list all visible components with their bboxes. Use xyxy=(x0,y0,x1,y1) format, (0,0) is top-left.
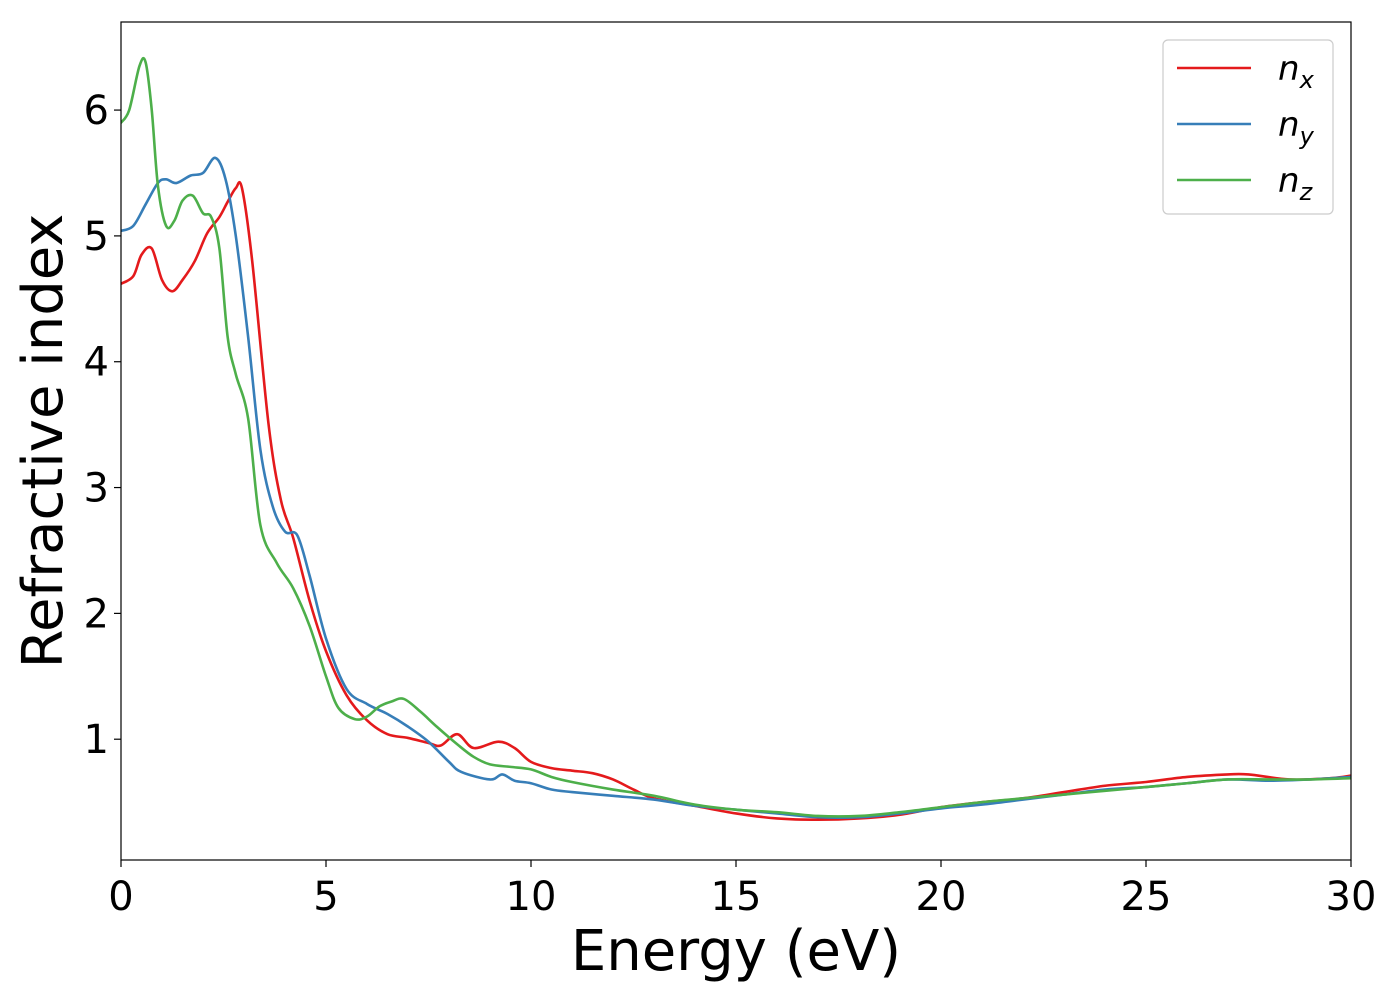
series-line-z xyxy=(121,56,1351,818)
legend-label-main: n xyxy=(1278,49,1300,89)
x-tick-label: 25 xyxy=(1121,874,1172,920)
legend-label-z: nz xyxy=(1278,161,1314,206)
y-tick-label: 4 xyxy=(84,340,109,386)
x-tick-label: 15 xyxy=(711,874,762,920)
series-layer xyxy=(121,56,1351,822)
legend-label-subscript: z xyxy=(1299,178,1314,206)
x-tick-label: 20 xyxy=(916,874,967,920)
y-tick-label: 1 xyxy=(84,717,109,763)
x-tick-label: 0 xyxy=(108,874,133,920)
legend-label-main: n xyxy=(1278,161,1300,201)
y-tick-label: 5 xyxy=(84,214,109,260)
y-tick-label: 3 xyxy=(84,466,109,512)
y-tick-label: 6 xyxy=(84,88,109,134)
axes-layer: 0 5 10 15 20 25 30 1 2 3 4 5 6 xyxy=(84,21,1377,920)
legend-box xyxy=(1162,39,1334,215)
legend-label-x: nx xyxy=(1278,49,1315,94)
x-tick-label: 5 xyxy=(313,874,338,920)
legend-label-main: n xyxy=(1278,105,1300,145)
legend-label-subscript: y xyxy=(1299,122,1315,150)
legend-label-subscript: x xyxy=(1299,66,1315,94)
legend-label-y: ny xyxy=(1278,105,1315,150)
x-tick-label: 30 xyxy=(1326,874,1377,920)
series-line-y xyxy=(121,156,1351,819)
x-tick-label: 10 xyxy=(506,874,557,920)
y-axis-title: Refractive index xyxy=(11,214,76,669)
y-tick-label: 2 xyxy=(84,591,109,637)
x-axis-title: Energy (eV) xyxy=(571,919,901,984)
